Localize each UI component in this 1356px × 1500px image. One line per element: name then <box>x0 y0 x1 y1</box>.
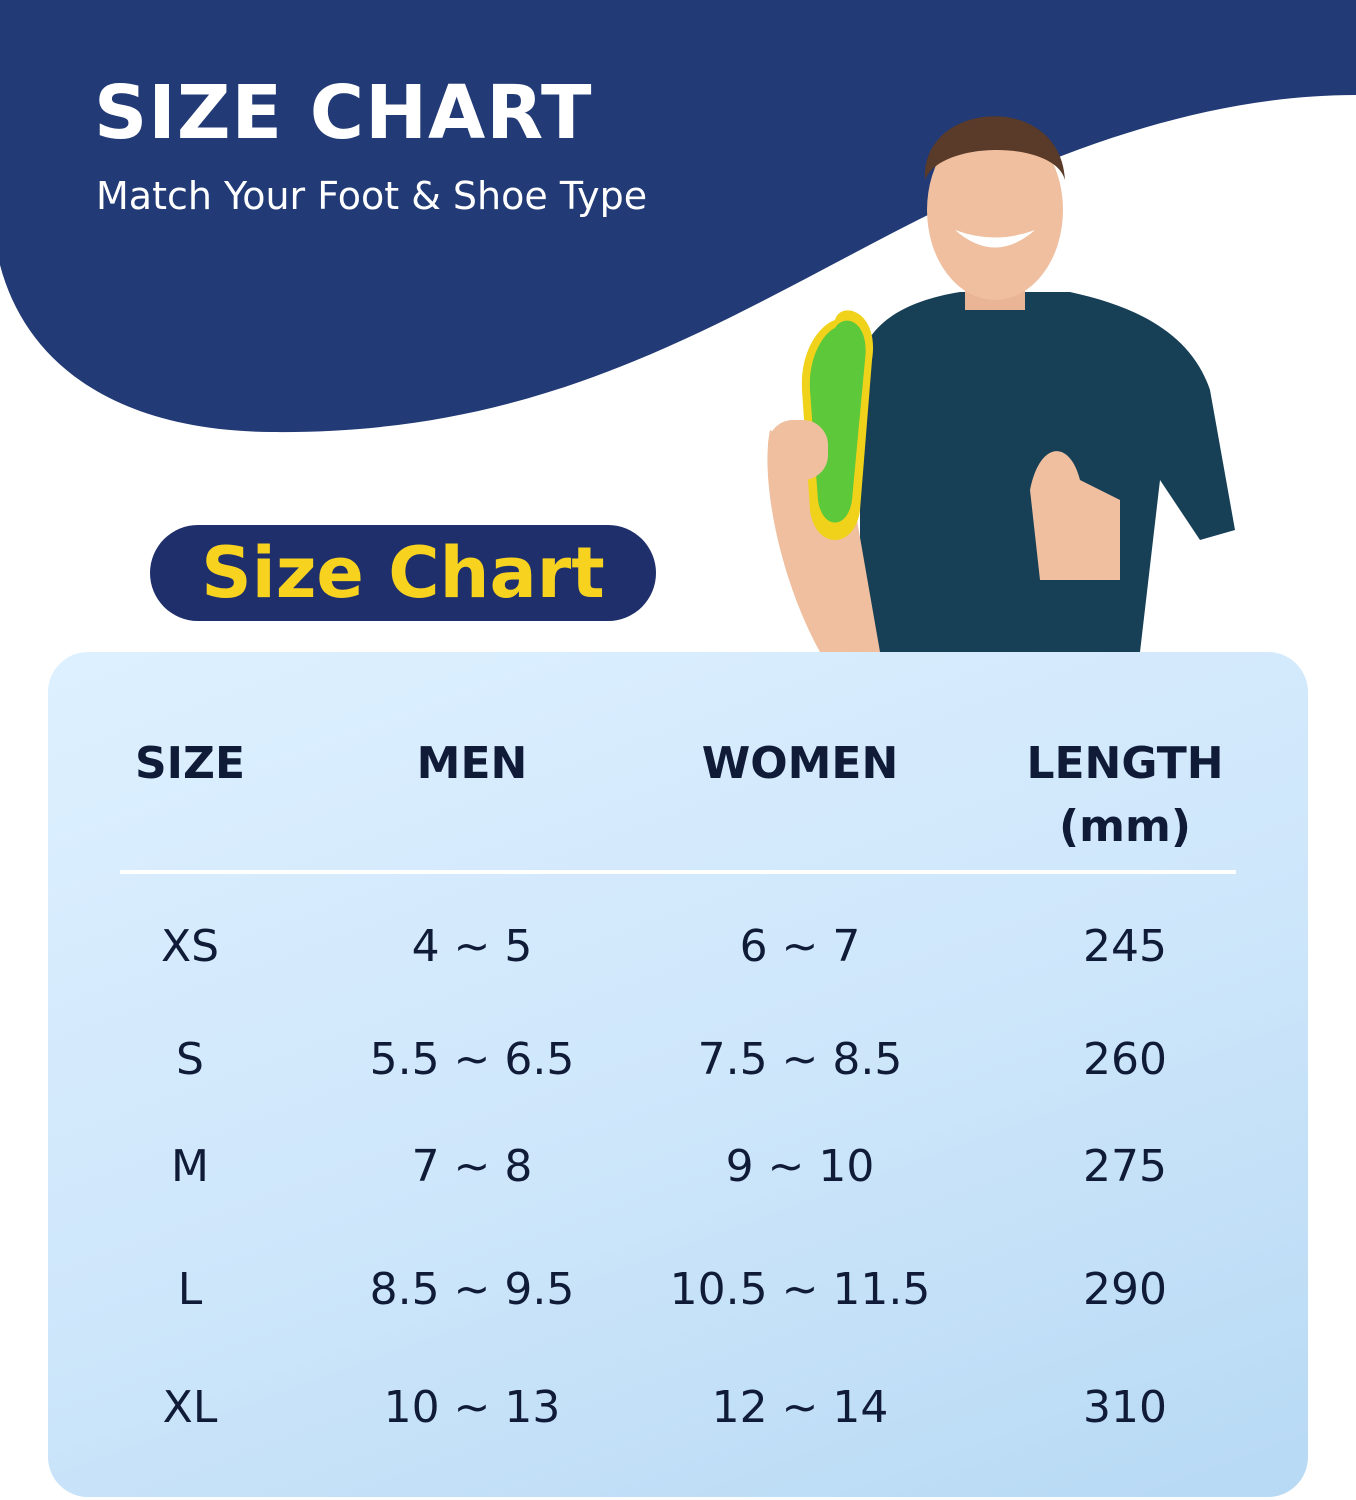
cell-length: 275 <box>1083 1141 1167 1192</box>
cell-size: L <box>177 1264 203 1315</box>
header-divider <box>120 870 1236 874</box>
insole-image <box>801 310 874 540</box>
cell-length: 245 <box>1083 921 1167 972</box>
model-holding-insole-image <box>767 116 1235 652</box>
cell-women: 10.5 ~ 11.5 <box>669 1264 931 1315</box>
header-length: LENGTH <box>1026 738 1224 789</box>
cell-men: 4 ~ 5 <box>411 921 533 972</box>
cell-size: XS <box>160 921 220 972</box>
header-wave-background <box>0 0 1356 433</box>
cell-size: XL <box>162 1382 218 1433</box>
cell-women: 9 ~ 10 <box>725 1141 875 1192</box>
page-title: SIZE CHART <box>94 70 593 156</box>
cell-size: M <box>171 1141 209 1192</box>
cell-length: 290 <box>1083 1264 1167 1315</box>
cell-size: S <box>176 1034 204 1085</box>
header-men: MEN <box>416 738 528 789</box>
page-subtitle: Match Your Foot & Shoe Type <box>96 174 648 218</box>
cell-length: 310 <box>1083 1382 1167 1433</box>
size-table: SIZE MEN WOMEN LENGTH (mm) XS 4 ~ 5 6 ~ … <box>48 652 1308 1497</box>
cell-women: 7.5 ~ 8.5 <box>697 1034 903 1085</box>
cell-men: 8.5 ~ 9.5 <box>369 1264 575 1315</box>
header-size: SIZE <box>134 738 246 789</box>
cell-men: 5.5 ~ 6.5 <box>369 1034 575 1085</box>
cell-men: 7 ~ 8 <box>411 1141 533 1192</box>
cell-women: 6 ~ 7 <box>739 921 861 972</box>
cell-men: 10 ~ 13 <box>383 1382 561 1433</box>
cell-length: 260 <box>1083 1034 1167 1085</box>
header-length-unit: (mm) <box>1059 801 1191 852</box>
header-women: WOMEN <box>701 738 899 789</box>
cell-women: 12 ~ 14 <box>711 1382 889 1433</box>
badge-label: Size Chart <box>201 532 605 614</box>
size-chart-badge: Size Chart <box>150 525 656 621</box>
